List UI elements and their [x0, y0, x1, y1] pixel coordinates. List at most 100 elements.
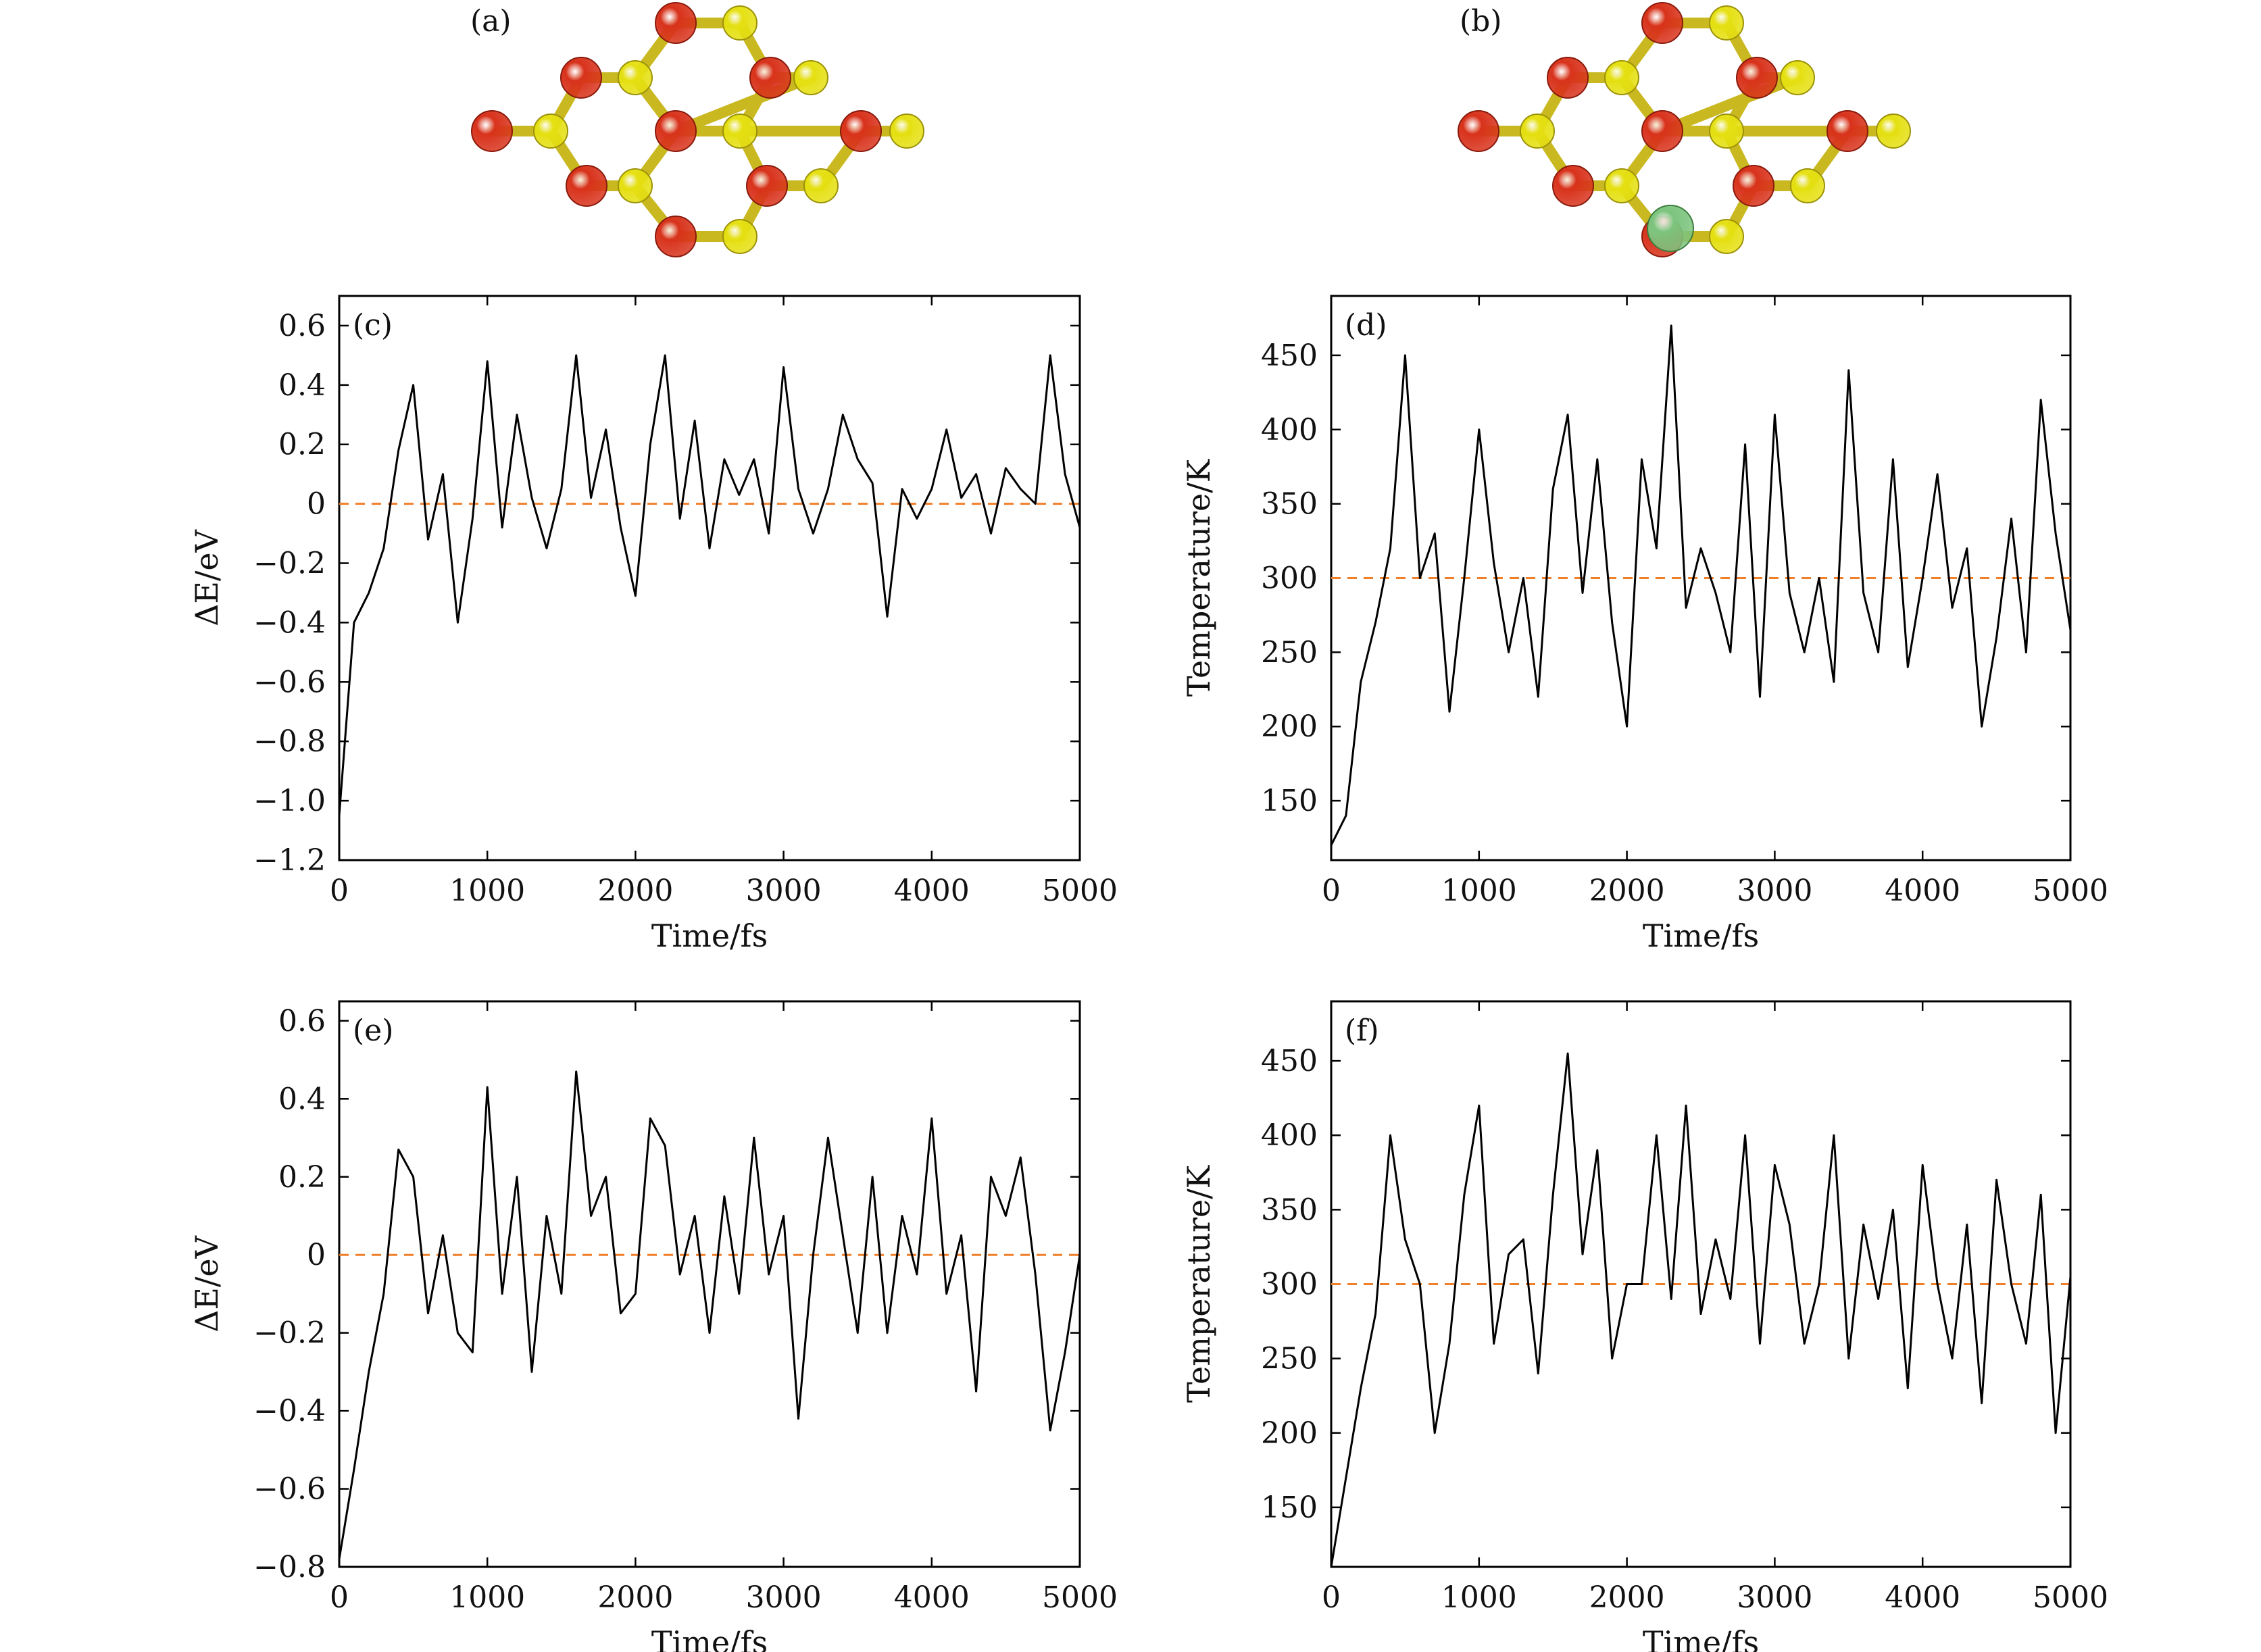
metal-atom: [840, 110, 882, 152]
y-tick-label: 350: [1261, 1193, 1318, 1227]
y-tick-label: −0.8: [253, 724, 326, 759]
x-axis-label: Time/fs: [651, 918, 768, 954]
x-tick-label: 5000: [1042, 874, 1118, 908]
metal-atom: [1736, 57, 1778, 99]
plot-frame: [338, 295, 1081, 861]
y-tick-label: 0.2: [278, 1160, 326, 1195]
y-tick-label: 0.6: [278, 309, 326, 343]
chalcogen-atom: [803, 168, 839, 203]
chalcogen-atom: [722, 5, 757, 41]
x-tick-label: 5000: [2033, 1580, 2108, 1615]
y-tick-label: 250: [1261, 635, 1318, 670]
x-axis-label: Time/fs: [651, 1624, 768, 1652]
x-tick-label: 5000: [2033, 874, 2108, 908]
series-line: [338, 1070, 1081, 1559]
series-line: [1330, 324, 2072, 846]
y-tick-label: 250: [1261, 1342, 1318, 1376]
chalcogen-atom: [1709, 5, 1744, 41]
y-tick-label: −0.4: [253, 605, 326, 640]
chart-2: 0 1000 2000 3000 4000 5000 −0.8 −0.6 −0.4 −0.2 0 0.…: [189, 1000, 1118, 1652]
x-tick-label: 0: [1322, 874, 1341, 908]
x-tick-label: 3000: [746, 1580, 822, 1615]
y-tick-label: 450: [1261, 339, 1318, 373]
y-tick-label: 400: [1261, 413, 1318, 447]
molecule-structure-b: [1458, 2, 1911, 257]
y-tick-label: 0.4: [278, 368, 326, 403]
metal-atom: [1458, 110, 1499, 152]
x-tick-label: 2000: [597, 874, 673, 908]
y-tick-label: −0.6: [253, 1472, 326, 1507]
y-axis-label: ΔE/eV: [189, 529, 225, 626]
x-tick-label: 3000: [1737, 874, 1812, 908]
y-tick-label: 350: [1261, 487, 1318, 522]
x-tick-label: 0: [330, 1580, 349, 1615]
panel-label: (d): [1345, 308, 1387, 343]
metal-atom: [1547, 57, 1589, 99]
x-tick-label: 0: [330, 874, 349, 908]
y-tick-label: 0.2: [278, 428, 326, 462]
x-tick-label: 2000: [1589, 1580, 1665, 1615]
chalcogen-atom: [889, 114, 924, 149]
chalcogen-atom: [1604, 60, 1639, 95]
x-tick-label: 1000: [449, 1580, 525, 1615]
y-tick-label: 450: [1261, 1044, 1318, 1078]
chalcogen-atom: [1709, 114, 1744, 149]
y-tick-label: −0.4: [253, 1394, 326, 1428]
panel-label-a: (a): [470, 4, 512, 39]
y-axis-label: Temperature/K: [1181, 1164, 1217, 1403]
y-tick-label: −0.8: [253, 1550, 326, 1584]
y-axis-label: Temperature/K: [1181, 458, 1217, 697]
chalcogen-atom: [1790, 168, 1825, 203]
metal-atom: [746, 165, 788, 207]
y-tick-label: 150: [1261, 1491, 1318, 1525]
chalcogen-atom: [1780, 60, 1815, 95]
metal-atom: [655, 216, 697, 257]
metal-atom: [1827, 110, 1868, 152]
chalcogen-atom: [1604, 168, 1639, 203]
chalcogen-atom: [533, 114, 568, 149]
x-tick-label: 4000: [894, 874, 970, 908]
chalcogen-atom: [1876, 114, 1911, 149]
x-tick-label: 4000: [894, 1580, 970, 1615]
y-tick-label: 0: [307, 1238, 326, 1272]
plot-frame: [338, 1000, 1081, 1568]
y-tick-label: 300: [1261, 561, 1318, 596]
x-axis-label: Time/fs: [1643, 1624, 1759, 1652]
metal-atom: [1641, 2, 1683, 44]
x-tick-label: 4000: [1885, 1580, 1960, 1615]
chalcogen-atom: [618, 60, 653, 95]
y-tick-label: 300: [1261, 1268, 1318, 1302]
x-tick-label: 0: [1322, 1580, 1341, 1615]
panel-label: (f): [1345, 1013, 1379, 1048]
metal-atom: [1552, 165, 1594, 207]
series-line: [1330, 1052, 2072, 1568]
y-tick-label: −1.0: [253, 784, 326, 818]
y-tick-label: 200: [1261, 1416, 1318, 1451]
x-tick-label: 1000: [449, 874, 525, 908]
x-tick-label: 1000: [1441, 874, 1517, 908]
x-tick-label: 5000: [1042, 1580, 1118, 1615]
y-axis-label: ΔE/eV: [189, 1235, 225, 1332]
panel-label: (c): [353, 308, 393, 343]
metal-atom: [471, 110, 513, 152]
chart-0: 0 1000 2000 3000 4000 5000 −1.2 −1.0 −0.8 −0.6 −0.…: [189, 295, 1118, 954]
panel-label-b: (b): [1460, 4, 1502, 39]
x-tick-label: 2000: [597, 1580, 673, 1615]
panel-label: (e): [353, 1013, 393, 1048]
metal-atom: [1733, 165, 1774, 207]
x-tick-label: 1000: [1441, 1580, 1517, 1615]
x-tick-label: 3000: [746, 874, 822, 908]
molecule-structure-a: [471, 2, 924, 257]
x-axis-label: Time/fs: [1643, 918, 1759, 954]
y-tick-label: 400: [1261, 1118, 1318, 1153]
x-tick-label: 3000: [1737, 1580, 1812, 1615]
chalcogen-atom: [1520, 114, 1555, 149]
chalcogen-atom: [722, 114, 757, 149]
dopant-atom: [1647, 205, 1694, 252]
y-tick-label: 0.6: [278, 1004, 326, 1038]
chart-3: 0 1000 2000 3000 4000 5000 150 200 250 300 350 400 4…: [1181, 1000, 2108, 1652]
metal-atom: [1641, 110, 1683, 152]
x-tick-label: 2000: [1589, 874, 1665, 908]
